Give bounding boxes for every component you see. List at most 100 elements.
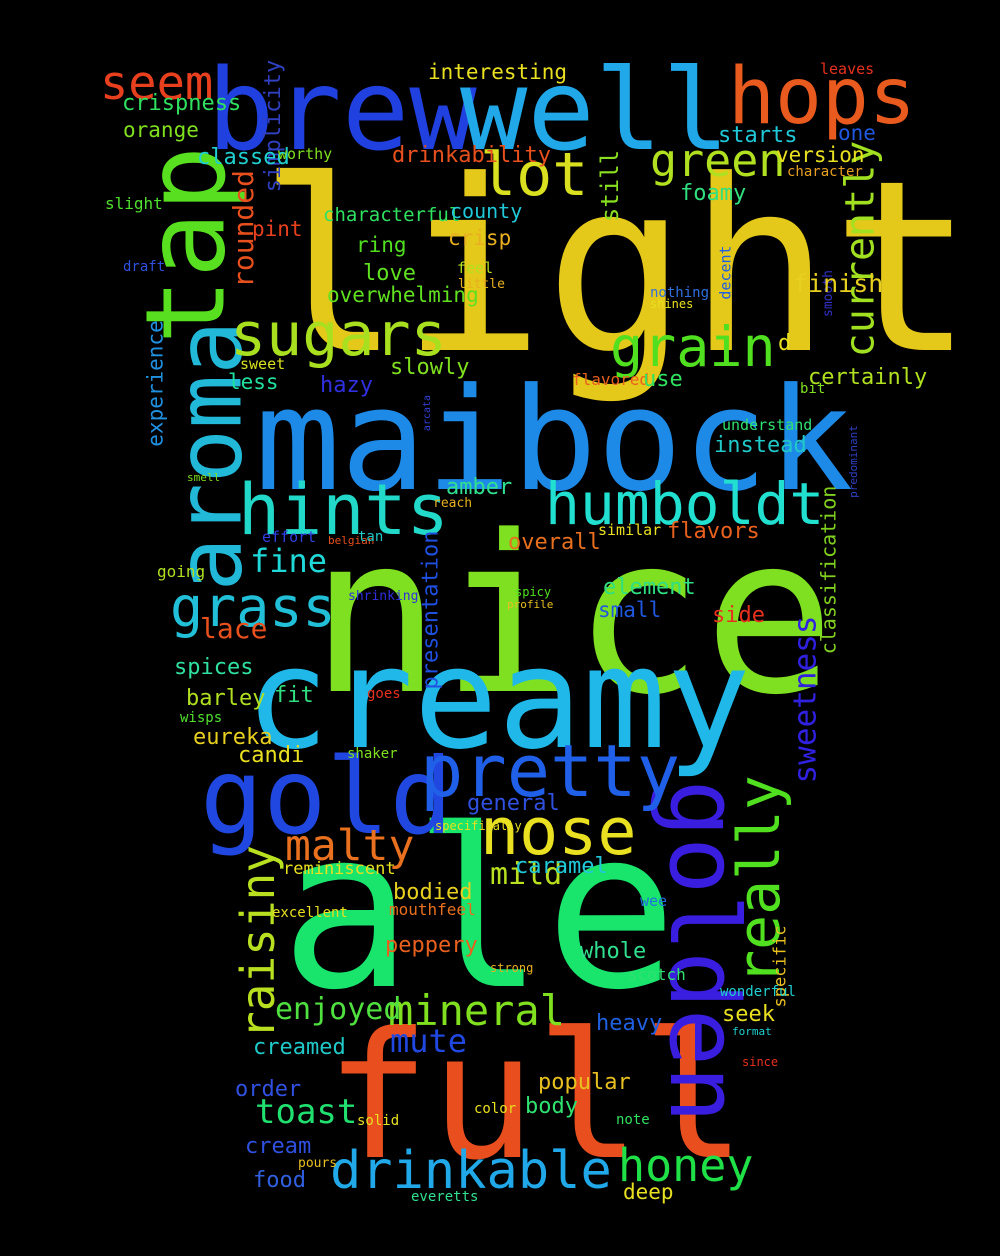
word-95: shrinking: [348, 589, 419, 604]
word-14: hints: [238, 469, 449, 551]
word-135: pours: [298, 1156, 338, 1171]
word-80: use: [643, 367, 683, 392]
word-63: pint: [252, 217, 303, 241]
word-106: eureka: [193, 725, 273, 750]
word-39: classification: [815, 485, 840, 654]
word-36: mute: [390, 1022, 468, 1060]
word-127: order: [235, 1077, 302, 1102]
word-65: crisp: [448, 226, 512, 250]
word-18: nose: [480, 795, 637, 870]
word-16: sugars: [230, 300, 447, 370]
word-47: simplicity: [261, 59, 287, 193]
word-34: enjoyed: [275, 992, 402, 1027]
word-79: flavored: [572, 370, 650, 389]
word-7: well: [460, 46, 730, 176]
word-55: version: [776, 143, 865, 167]
word-125: creamed: [253, 1035, 346, 1060]
word-122: seek: [722, 1002, 775, 1027]
word-85: amber: [446, 475, 513, 500]
word-4: creamy: [245, 618, 751, 781]
word-19: grass: [170, 575, 336, 639]
word-75: sweet: [240, 355, 286, 373]
word-57: leaves: [820, 60, 875, 78]
word-6: brew: [207, 46, 477, 176]
word-17: grain: [610, 315, 776, 379]
word-56: one: [838, 121, 876, 145]
word-81: certainly: [808, 365, 928, 390]
word-66: love: [363, 261, 416, 286]
word-28: drinkable: [330, 1141, 612, 1201]
word-108: shaker: [347, 746, 398, 762]
word-133: cream: [245, 1134, 312, 1159]
word-21: seem: [100, 56, 214, 111]
word-13: pretty: [420, 729, 681, 813]
word-100: side: [712, 603, 765, 628]
word-99: small: [598, 598, 662, 622]
word-124: format: [732, 1025, 772, 1038]
word-71: nothing: [650, 285, 710, 301]
word-12: gold: [200, 736, 453, 858]
word-5: full: [325, 996, 747, 1199]
word-49: crispness: [122, 91, 242, 116]
word-130: color: [474, 1101, 517, 1117]
word-82: bit: [800, 381, 826, 397]
word-2: ale: [280, 782, 678, 1038]
word-46: predominant: [846, 425, 860, 498]
word-113: bodied: [393, 880, 473, 905]
word-38: still: [596, 149, 625, 223]
word-132: solid: [357, 1113, 400, 1129]
word-123: heavy: [596, 1011, 663, 1036]
word-78: hazy: [320, 373, 373, 398]
word-120: scotch: [628, 965, 686, 984]
word-116: mouthfeel: [389, 900, 476, 919]
word-121: wonderful: [720, 984, 796, 1000]
word-54: starts: [718, 123, 798, 148]
word-73: finish: [793, 269, 884, 298]
word-62: county: [450, 199, 523, 223]
word-126: since: [742, 1055, 779, 1069]
word-60: slight: [105, 194, 163, 213]
word-102: barley: [186, 686, 266, 711]
word-87: reach: [433, 496, 473, 511]
word-137: everetts: [411, 1189, 479, 1205]
word-61: characterful: [323, 204, 461, 226]
word-0: light: [258, 130, 975, 407]
word-136: deep: [623, 1180, 674, 1204]
word-104: goes: [367, 686, 401, 702]
word-94: going: [157, 562, 206, 581]
word-22: green: [650, 134, 786, 187]
word-114: wee: [640, 892, 668, 910]
word-50: orange: [123, 118, 199, 142]
word-76: slowly: [390, 355, 470, 380]
word-53: drinkability: [392, 143, 551, 168]
word-129: body: [525, 1094, 578, 1119]
word-112: specifically: [435, 819, 522, 833]
word-45: arcata: [422, 394, 434, 432]
word-111: reminiscent: [283, 859, 396, 879]
word-84: instead: [714, 433, 807, 458]
word-88: effort: [262, 528, 317, 546]
word-9: tap: [120, 145, 249, 344]
word-69: overwhelming: [327, 283, 479, 307]
word-67: feel: [457, 259, 494, 277]
word-41: experience: [143, 319, 168, 447]
word-35: toast: [255, 1092, 358, 1132]
word-131: note: [616, 1112, 650, 1128]
word-70: little: [458, 277, 505, 292]
word-134: food: [253, 1168, 306, 1193]
word-92: flavors: [667, 519, 760, 544]
word-40: presentation: [417, 530, 443, 689]
word-58: character: [787, 164, 863, 180]
word-20: lot: [480, 140, 589, 210]
word-97: profile: [507, 598, 554, 611]
word-101: spices: [174, 655, 254, 680]
word-43: decent: [716, 244, 735, 300]
word-1: nice: [310, 490, 835, 743]
word-29: honey: [618, 1139, 754, 1192]
word-3: maibock: [255, 358, 854, 523]
word-110: caramel: [515, 854, 608, 879]
word-52: worthy: [278, 145, 333, 163]
word-33: lace: [200, 612, 268, 645]
word-26: malty: [285, 821, 415, 871]
